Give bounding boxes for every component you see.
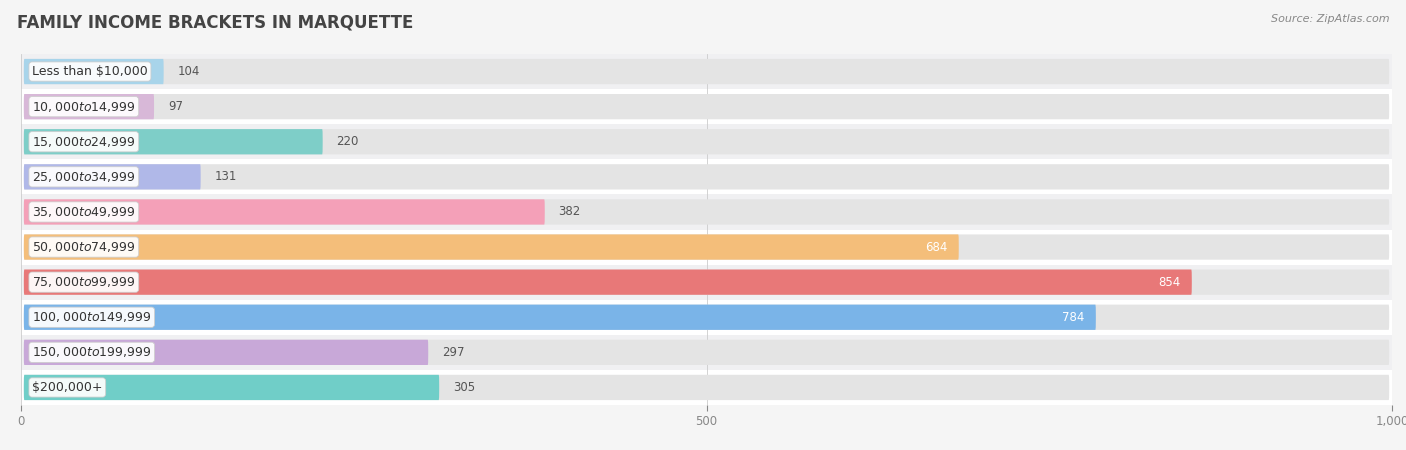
Text: $150,000 to $199,999: $150,000 to $199,999 — [32, 345, 152, 360]
FancyBboxPatch shape — [24, 305, 1095, 330]
Text: 684: 684 — [925, 241, 948, 253]
Text: $200,000+: $200,000+ — [32, 381, 103, 394]
Bar — [21, 194, 1392, 230]
FancyBboxPatch shape — [24, 234, 1389, 260]
Text: 382: 382 — [558, 206, 581, 218]
FancyBboxPatch shape — [24, 164, 201, 189]
Bar — [21, 335, 1392, 370]
FancyBboxPatch shape — [24, 59, 1389, 84]
Text: $15,000 to $24,999: $15,000 to $24,999 — [32, 135, 135, 149]
Text: Source: ZipAtlas.com: Source: ZipAtlas.com — [1271, 14, 1389, 23]
Text: 854: 854 — [1159, 276, 1181, 288]
FancyBboxPatch shape — [24, 129, 1389, 154]
Text: 784: 784 — [1063, 311, 1085, 324]
FancyBboxPatch shape — [24, 270, 1192, 295]
FancyBboxPatch shape — [24, 164, 1389, 189]
FancyBboxPatch shape — [24, 129, 323, 154]
Bar — [21, 265, 1392, 300]
Text: $50,000 to $74,999: $50,000 to $74,999 — [32, 240, 135, 254]
Text: $25,000 to $34,999: $25,000 to $34,999 — [32, 170, 135, 184]
Text: 305: 305 — [453, 381, 475, 394]
Text: $75,000 to $99,999: $75,000 to $99,999 — [32, 275, 135, 289]
FancyBboxPatch shape — [24, 199, 1389, 225]
Text: 297: 297 — [441, 346, 464, 359]
Text: 131: 131 — [214, 171, 236, 183]
FancyBboxPatch shape — [24, 270, 1389, 295]
Text: 104: 104 — [177, 65, 200, 78]
Text: 97: 97 — [167, 100, 183, 113]
Text: 220: 220 — [336, 135, 359, 148]
Bar — [21, 89, 1392, 124]
Text: FAMILY INCOME BRACKETS IN MARQUETTE: FAMILY INCOME BRACKETS IN MARQUETTE — [17, 14, 413, 32]
FancyBboxPatch shape — [24, 94, 1389, 119]
FancyBboxPatch shape — [24, 305, 1389, 330]
Bar — [21, 370, 1392, 405]
FancyBboxPatch shape — [24, 234, 959, 260]
Bar — [21, 230, 1392, 265]
Bar — [21, 124, 1392, 159]
Text: $10,000 to $14,999: $10,000 to $14,999 — [32, 99, 135, 114]
FancyBboxPatch shape — [24, 340, 429, 365]
FancyBboxPatch shape — [24, 375, 439, 400]
FancyBboxPatch shape — [24, 59, 163, 84]
Text: Less than $10,000: Less than $10,000 — [32, 65, 148, 78]
FancyBboxPatch shape — [24, 199, 544, 225]
FancyBboxPatch shape — [24, 375, 1389, 400]
FancyBboxPatch shape — [24, 340, 1389, 365]
Text: $35,000 to $49,999: $35,000 to $49,999 — [32, 205, 135, 219]
Bar — [21, 159, 1392, 194]
FancyBboxPatch shape — [24, 94, 155, 119]
Bar — [21, 300, 1392, 335]
Bar — [21, 54, 1392, 89]
Text: $100,000 to $149,999: $100,000 to $149,999 — [32, 310, 152, 324]
